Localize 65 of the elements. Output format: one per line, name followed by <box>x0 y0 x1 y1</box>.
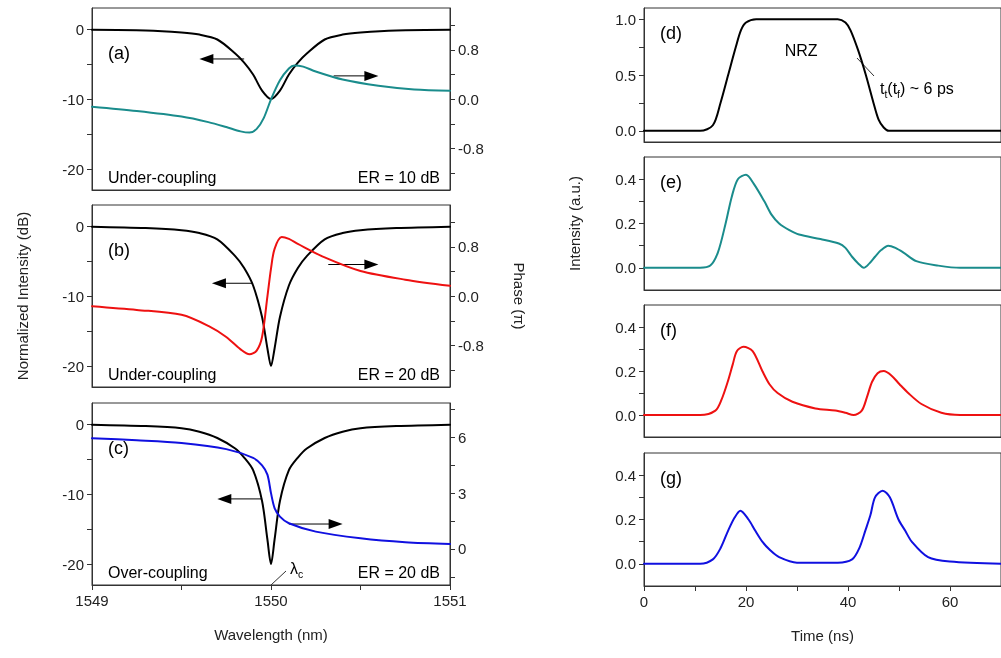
annotation: ER = 20 dB <box>357 563 440 581</box>
annotation: (a) <box>108 43 130 63</box>
y-tick-label: -10 <box>62 90 84 108</box>
line-series <box>643 345 1001 416</box>
line-series <box>91 64 451 134</box>
x-tick-label: 40 <box>839 593 857 610</box>
annotation: (g) <box>660 468 682 488</box>
y-tick-label: 0.0 <box>615 122 636 140</box>
y-tick-label: 0.4 <box>615 466 636 484</box>
y-tick-label: 0.2 <box>615 215 636 232</box>
y2-tick-label: -0.8 <box>458 337 484 355</box>
annotation: Under-coupling <box>108 365 217 383</box>
y-tick-label: 0.2 <box>615 511 636 528</box>
y2-tick-label: -0.8 <box>458 140 484 158</box>
y2-tick-label: 3 <box>458 484 467 502</box>
annotation: ER = 10 dB <box>357 168 440 186</box>
x-tick-label: 1550 <box>254 592 288 609</box>
x-tick-label: 1549 <box>75 592 109 609</box>
annotation: NRZ <box>784 41 818 59</box>
line-series <box>91 28 451 100</box>
annotation: (f) <box>660 320 677 340</box>
line-series <box>643 173 1001 269</box>
annotation: (b) <box>108 240 130 260</box>
annotation: Under-coupling <box>108 168 217 186</box>
y-tick-label: -20 <box>62 357 84 375</box>
y-tick-label: 0 <box>75 20 84 38</box>
y-tick-label: 1.0 <box>615 10 636 28</box>
y-tick-label: 0.5 <box>615 66 636 84</box>
x-axis-title: Wavelength (nm) <box>214 626 328 643</box>
y-tick-label: 0.0 <box>615 555 636 573</box>
y2-tick-label: 6 <box>458 428 467 446</box>
y2-axis-title: Phase (π) <box>511 262 528 330</box>
y2-tick-label: 0.8 <box>458 41 479 59</box>
y-axis-title: Intensity (a.u.) <box>566 175 583 272</box>
y-tick-label: 0.4 <box>615 170 636 188</box>
line-series <box>91 225 451 367</box>
y-tick-label: -10 <box>62 287 84 305</box>
y-tick-label: 0 <box>75 415 84 433</box>
y-tick-label: -20 <box>62 160 84 178</box>
annotation: (e) <box>660 172 682 192</box>
annotation: (d) <box>660 23 682 43</box>
x-tick-label: 20 <box>737 593 755 610</box>
y2-tick-label: 0.8 <box>458 238 479 256</box>
line-series <box>91 236 451 356</box>
line-series <box>643 18 1001 132</box>
x-tick-label: 1551 <box>433 592 467 609</box>
x-tick-label: 0 <box>639 593 649 610</box>
y-tick-label: 0.0 <box>615 406 636 424</box>
y2-tick-label: 0.0 <box>458 287 479 305</box>
y-tick-label: 0.4 <box>615 318 636 336</box>
x-tick-label: 60 <box>941 593 959 610</box>
y-tick-label: -10 <box>62 485 84 503</box>
y2-tick-label: 0.0 <box>458 90 479 108</box>
annotation: (c) <box>108 438 129 458</box>
y-axis-title: Normalized Intensity (dB) <box>14 211 31 381</box>
y2-tick-label: 0 <box>458 540 467 558</box>
line-series <box>643 489 1001 565</box>
y-tick-label: 0.0 <box>615 259 636 277</box>
annotation: Over-coupling <box>108 563 208 581</box>
annotation: ER = 20 dB <box>357 365 440 383</box>
y-tick-label: 0 <box>75 217 84 235</box>
x-axis-title: Time (ns) <box>791 627 854 644</box>
line-series <box>91 437 451 545</box>
y-tick-label: 0.2 <box>615 362 636 380</box>
y-tick-label: -20 <box>62 555 84 573</box>
